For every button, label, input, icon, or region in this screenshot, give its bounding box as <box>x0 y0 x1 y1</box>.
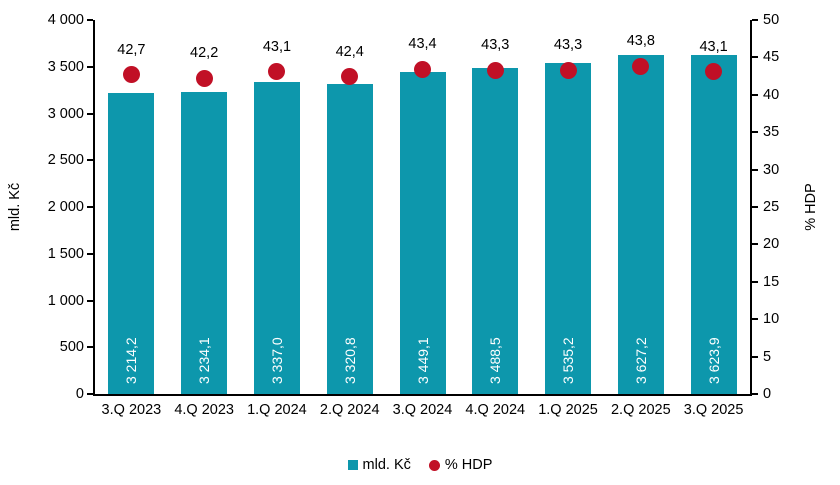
hdp-dot-value-label: 43,4 <box>408 36 437 53</box>
hdp-dot-value-label: 43,3 <box>481 37 510 54</box>
left-axis-tick-label: 500 <box>59 339 84 356</box>
hdp-dot-value-label: 43,3 <box>553 37 583 54</box>
left-axis-tick-mark <box>87 65 93 68</box>
x-axis-category-label: 3.Q 2024 <box>392 402 453 418</box>
hdp-dot <box>559 61 577 79</box>
legend-item-bars: mld. Kč <box>347 457 411 473</box>
right-axis-tick-label: 30 <box>763 161 780 178</box>
right-axis-tick-label: 40 <box>763 86 780 103</box>
debt-bar-value-label: 3 623,9 <box>705 337 722 384</box>
left-axis-tick-mark <box>87 252 93 255</box>
debt-bar <box>690 55 737 394</box>
left-axis-tick-label: 1 500 <box>47 245 84 262</box>
right-axis-tick-mark <box>752 355 758 358</box>
right-axis-tick-mark <box>752 206 758 208</box>
left-axis-tick-label: 2 000 <box>47 199 84 215</box>
debt-bar <box>108 93 155 394</box>
right-axis-line <box>750 20 752 396</box>
hdp-dot-value-label: 43,1 <box>262 38 292 55</box>
right-axis-tick-mark <box>752 243 758 246</box>
hdp-dot <box>341 68 359 86</box>
hdp-dot-value-label: 42,4 <box>335 43 364 60</box>
debt-bar-value-label: 3 320,8 <box>341 337 358 384</box>
debt-bar-value-label: 3 488,5 <box>487 337 504 384</box>
right-axis-tick-mark <box>752 168 758 171</box>
debt-bar <box>181 91 228 394</box>
hdp-dot <box>195 69 213 87</box>
hdp-dot-value-label: 43,1 <box>699 38 728 55</box>
right-axis-tick-label: 25 <box>763 199 780 215</box>
right-axis-tick-label: 15 <box>763 273 780 290</box>
hdp-dot-value-label: 43,8 <box>626 33 655 50</box>
right-axis-tick-label: 5 <box>763 348 772 365</box>
right-axis-tick-label: 50 <box>763 12 780 28</box>
debt-bar <box>326 83 373 394</box>
right-axis-tick-mark <box>752 19 758 21</box>
hdp-dot <box>122 66 140 84</box>
bottom-axis-line <box>93 394 752 396</box>
left-axis-tick-mark <box>87 346 93 349</box>
debt-bar <box>399 71 446 394</box>
left-axis-tick-label: 0 <box>75 386 84 402</box>
left-axis-tick-label: 4 000 <box>47 12 84 28</box>
left-axis-line <box>93 20 95 396</box>
hdp-dot-value-label: 42,2 <box>190 45 219 62</box>
debt-bar-value-label: 3 449,1 <box>414 337 431 384</box>
right-axis-tick-label: 35 <box>763 124 780 141</box>
legend-circle-swatch-icon <box>428 459 440 471</box>
right-axis-tick-mark <box>752 318 758 321</box>
hdp-dot-value-label: 42,7 <box>117 41 146 58</box>
hdp-dot <box>486 61 504 79</box>
legend-item-dots: % HDP <box>428 457 493 473</box>
legend-item-label: % HDP <box>444 457 493 473</box>
x-axis-category-label: 1.Q 2024 <box>247 402 307 418</box>
right-axis-tick-mark <box>752 131 758 134</box>
debt-bar <box>617 54 664 394</box>
right-axis-tick-mark <box>752 56 758 59</box>
legend-square-swatch-icon <box>347 460 358 470</box>
right-axis-tick-mark <box>752 280 758 283</box>
hdp-dot <box>632 57 650 75</box>
left-axis-tick-label: 3 500 <box>47 58 84 75</box>
x-axis-category-label: 3.Q 2023 <box>101 402 162 418</box>
x-axis-category-label: 1.Q 2025 <box>538 402 598 418</box>
left-axis-tick-label: 2 500 <box>47 152 84 169</box>
right-axis-tick-label: 0 <box>763 386 772 402</box>
debt-bar-value-label: 3 214,2 <box>123 337 140 384</box>
left-axis-tick-mark <box>87 393 93 395</box>
x-axis-category-label: 2.Q 2024 <box>319 402 380 418</box>
plot-area: 3 214,2 42,7 3 234,1 42,2 3 337,0 43,1 3 320,8… <box>95 20 750 394</box>
debt-bar-value-label: 3 234,1 <box>196 337 213 384</box>
left-axis-tick-label: 3 000 <box>47 105 84 122</box>
right-axis-tick-label: 20 <box>763 236 780 253</box>
debt-bar-value-label: 3 535,2 <box>560 337 577 384</box>
x-axis-category-label: 4.Q 2024 <box>465 402 526 418</box>
x-axis-category-label: 3.Q 2025 <box>683 402 744 418</box>
hdp-dot <box>705 63 723 81</box>
right-axis-tick-mark <box>752 93 758 96</box>
left-axis-tick-mark <box>87 206 93 208</box>
debt-bar <box>472 67 519 394</box>
right-axis-tick-label: 10 <box>763 311 780 328</box>
left-axis-tick-mark <box>87 19 93 21</box>
hdp-dot <box>268 63 286 81</box>
right-axis-tick-label: 45 <box>763 49 780 66</box>
debt-bar-value-label: 3 337,0 <box>268 337 285 384</box>
left-axis-tick-mark <box>87 159 93 162</box>
debt-bar-value-label: 3 627,2 <box>632 337 649 384</box>
left-axis-tick-mark <box>87 299 93 302</box>
left-axis-tick-mark <box>87 112 93 115</box>
debt-bar <box>253 82 300 394</box>
hdp-dot <box>414 60 431 78</box>
x-axis-category-label: 2.Q 2025 <box>610 402 671 418</box>
legend-item-label: mld. Kč <box>362 457 411 473</box>
right-axis-tick-mark <box>752 393 758 395</box>
left-axis-tick-label: 1 000 <box>47 292 84 309</box>
x-axis-category-label: 4.Q 2023 <box>174 402 234 418</box>
debt-bar <box>545 63 592 394</box>
legend: mld. Kč % HDP <box>0 457 840 473</box>
